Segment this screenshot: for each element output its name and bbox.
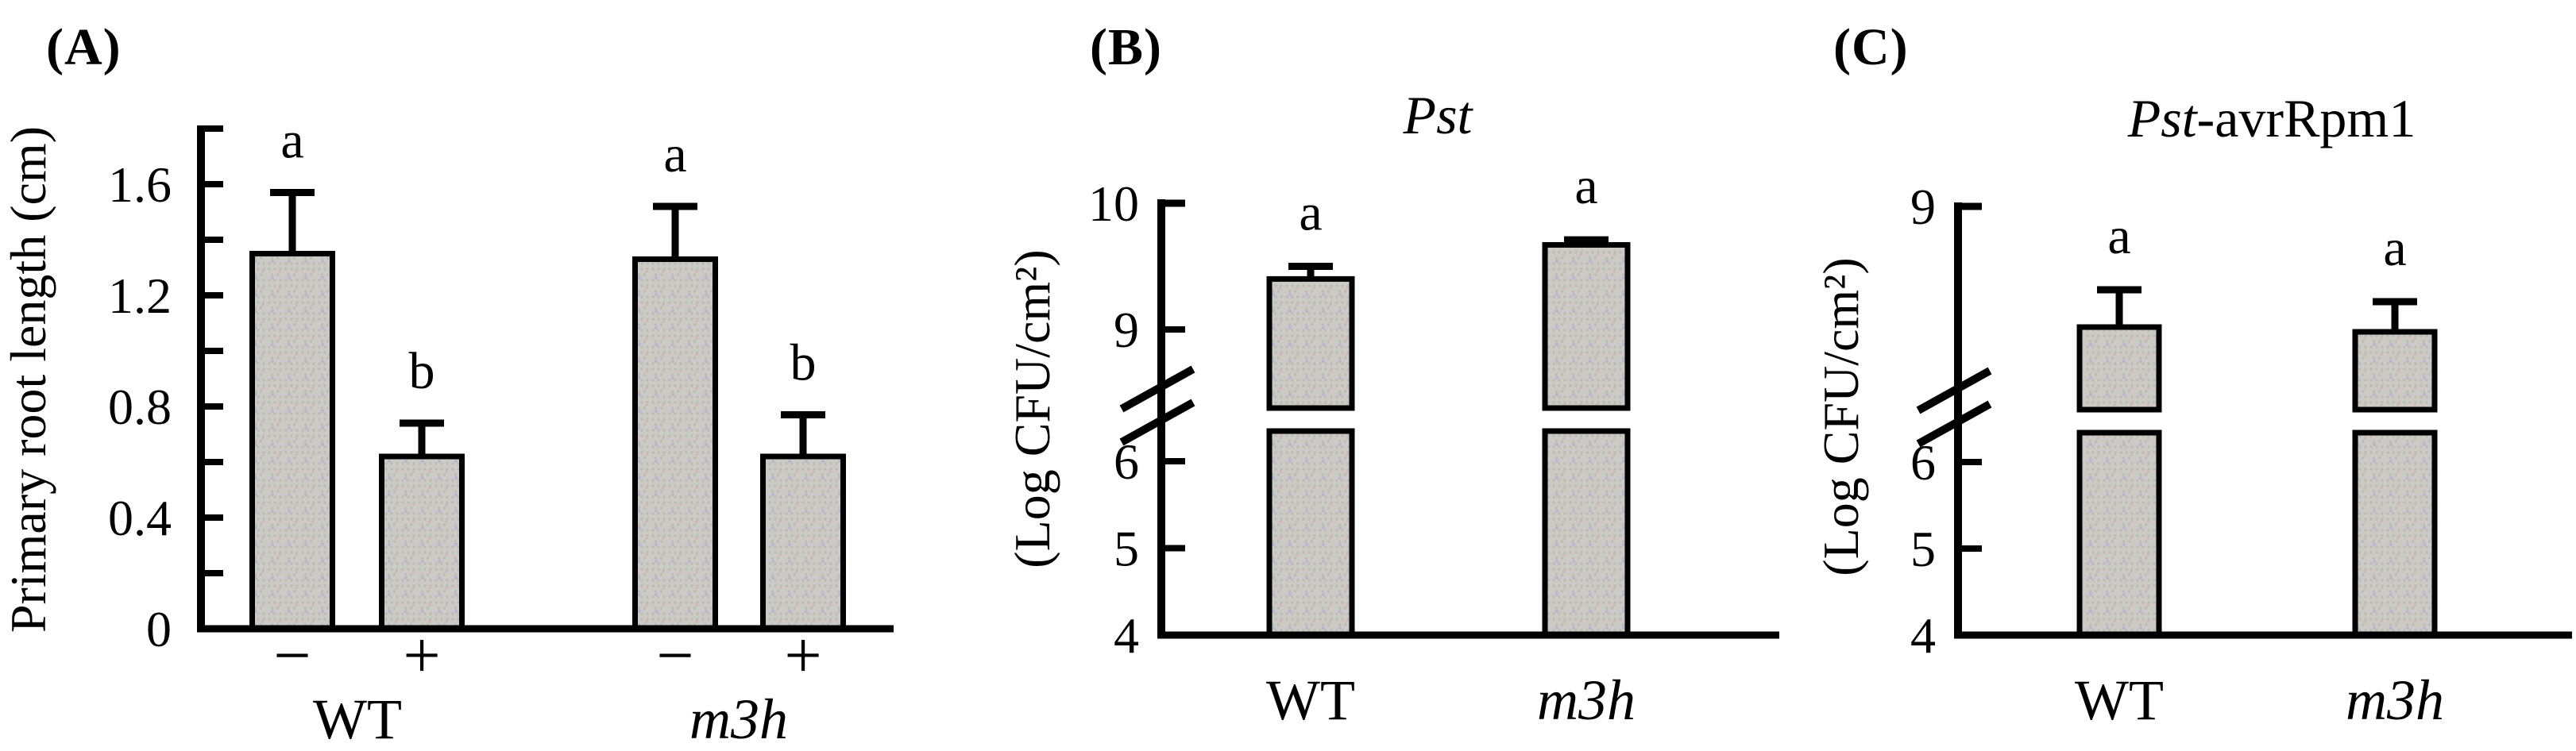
bar-upper-segment bbox=[1542, 241, 1631, 411]
y-tick-label: 4 bbox=[1910, 607, 1936, 664]
category-label: m3h bbox=[1537, 668, 1636, 732]
significance-letter: a bbox=[2383, 219, 2406, 277]
y-tick-label: 5 bbox=[1114, 521, 1139, 577]
axis-break-slash bbox=[1916, 367, 1992, 414]
panel-b-label: (B) bbox=[1090, 18, 1162, 76]
panel-a-y-axis-title: Primary root length (cm) bbox=[0, 0, 64, 751]
bar bbox=[379, 453, 465, 632]
category-label: m3h bbox=[2346, 668, 2444, 732]
bar-lower-segment bbox=[2352, 429, 2438, 638]
axis-break-slash bbox=[1916, 400, 1992, 448]
axis-break-slash bbox=[1119, 399, 1195, 446]
panel-c-y-axis-title-text: (Log CFU/cm²) bbox=[1813, 257, 1869, 576]
y-tick-label: 0.8 bbox=[108, 379, 172, 435]
y-tick-label: 9 bbox=[1910, 179, 1936, 235]
significance-letter: a bbox=[280, 112, 303, 170]
y-tick-label: 0.4 bbox=[108, 490, 172, 546]
bar bbox=[760, 453, 846, 632]
condition-label: − bbox=[273, 619, 311, 693]
y-tick-label: 4 bbox=[1114, 607, 1139, 664]
y-tick-label: 1.6 bbox=[108, 156, 172, 213]
significance-letter: a bbox=[663, 125, 686, 183]
panel-c-label: (C) bbox=[1833, 18, 1909, 76]
bar bbox=[632, 256, 718, 632]
significance-letter: a bbox=[1574, 157, 1597, 215]
condition-label: − bbox=[656, 619, 693, 693]
axis-break-slash bbox=[1119, 365, 1195, 413]
group-label: WT bbox=[313, 687, 402, 751]
bar-upper-segment bbox=[2352, 329, 2438, 413]
significance-letter: a bbox=[1299, 184, 1322, 242]
y-tick-label: 5 bbox=[1910, 521, 1936, 577]
panel-c-title-italic: Pst bbox=[2127, 88, 2197, 148]
y-tick-label: 1.2 bbox=[108, 268, 172, 324]
significance-letter: b bbox=[409, 342, 435, 400]
panel-a-y-axis-title-text: Primary root length (cm) bbox=[0, 125, 56, 634]
condition-label: + bbox=[784, 619, 821, 693]
y-tick-label: 10 bbox=[1088, 175, 1139, 232]
y-tick-label: 9 bbox=[1114, 302, 1139, 358]
panel-b-title-text: Pst bbox=[1403, 85, 1473, 145]
panel-b-y-axis-title: (Log CFU/cm²) bbox=[997, 12, 1068, 751]
bar-lower-segment bbox=[1266, 428, 1355, 638]
panel-c-title-roman: -avrRpm1 bbox=[2196, 88, 2416, 148]
panel-c-title: Pst-avrRpm1 bbox=[1914, 87, 2576, 150]
bar bbox=[249, 251, 335, 632]
condition-label: + bbox=[403, 619, 440, 693]
significance-letter: b bbox=[790, 334, 817, 392]
panel-b-y-axis-title-text: (Log CFU/cm²) bbox=[1004, 249, 1060, 568]
y-tick-label: 0 bbox=[146, 601, 172, 657]
bar-upper-segment bbox=[1266, 275, 1355, 411]
group-label: m3h bbox=[689, 687, 788, 751]
bar-upper-segment bbox=[2076, 324, 2162, 413]
bar-lower-segment bbox=[2076, 429, 2162, 638]
panel-b-title: Pst bbox=[1080, 84, 1795, 147]
category-label: WT bbox=[2075, 668, 2164, 732]
significance-letter: a bbox=[2107, 207, 2130, 265]
panel-a-label: (A) bbox=[46, 18, 122, 76]
category-label: WT bbox=[1266, 668, 1355, 732]
bar-lower-segment bbox=[1542, 428, 1631, 638]
panel-c-y-axis-title: (Log CFU/cm²) bbox=[1806, 20, 1877, 751]
